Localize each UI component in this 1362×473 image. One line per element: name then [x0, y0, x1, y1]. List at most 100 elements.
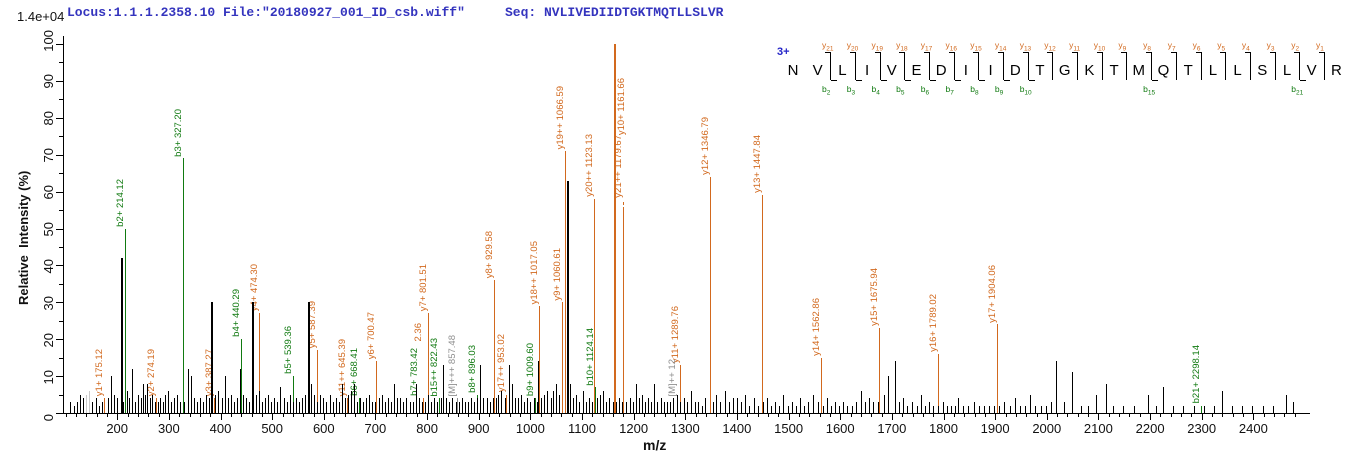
spectrum-peak [666, 401, 668, 413]
spectrum-peak [907, 405, 909, 413]
spectrum-peak [530, 401, 532, 413]
spectrum-peak [381, 394, 383, 413]
x-major-tick [1098, 414, 1100, 420]
spectrum-peak [687, 401, 689, 413]
x-minor-tick [1067, 414, 1069, 417]
spectrum-peak [237, 398, 238, 413]
spectrum-peak [1080, 405, 1082, 413]
x-minor-tick [354, 414, 356, 417]
x-minor-tick [1139, 414, 1141, 417]
b-ion-label-b8: b8 [970, 84, 979, 97]
spectrum-peak [873, 401, 875, 413]
spectrum-peak [691, 390, 692, 413]
spectrum-peak [1172, 405, 1174, 413]
labeled-peak-y11++ [347, 398, 349, 413]
y-ion-label-y21: y21 [822, 40, 834, 53]
spectrum-peak [428, 394, 430, 413]
y-ion-label-y10: y10 [1093, 40, 1106, 53]
spectrum-peak [418, 398, 420, 413]
spectrum-peak [712, 401, 714, 413]
peak-label: y13+ 1447.84 [751, 135, 763, 194]
spectrum-peak [277, 401, 279, 413]
spectrum-peak [536, 401, 538, 413]
x-minor-tick [984, 414, 986, 417]
x-minor-tick [561, 414, 563, 417]
spectrum-peak [1025, 405, 1027, 413]
y-ion-label-y5: y5 [1217, 40, 1226, 53]
fragment-cut-mark [1269, 52, 1283, 80]
spectrum-peak [255, 394, 257, 413]
y-ion-label-y2: y2 [1291, 40, 1300, 53]
x-minor-tick [1119, 414, 1121, 417]
spectrum-peak [329, 394, 331, 413]
spectrum-peak [736, 398, 738, 413]
spectrum-peak [556, 383, 558, 413]
spectrum-peak [135, 401, 137, 413]
y-minor-tick [59, 246, 63, 248]
spectrum-peak [227, 398, 229, 413]
spectrum-peak [860, 390, 862, 413]
spectrum-peak [1231, 405, 1233, 413]
b-ion-label-b7: b7 [945, 84, 954, 97]
spectrum-peak [147, 383, 149, 413]
peak-label: y15+ 1675.94 [869, 268, 881, 327]
x-minor-tick [809, 414, 811, 417]
spectrum-peak [929, 401, 930, 413]
spectrum-peak [455, 401, 457, 413]
y-ion-label-y1: y1 [1316, 40, 1324, 53]
x-major-tick [840, 414, 842, 420]
spectrum-peak [70, 401, 72, 413]
spectrum-peak [1242, 405, 1243, 413]
x-minor-tick [499, 414, 501, 417]
residue-letter: D [935, 62, 947, 79]
x-minor-tick [106, 414, 108, 417]
spectrum-peak [830, 405, 832, 413]
spectrum-peak [757, 405, 759, 413]
spectrum-peak [461, 398, 463, 413]
spectrum-peak [983, 405, 985, 413]
x-minor-tick [1160, 414, 1162, 417]
labeled-peak-y9+ [561, 302, 563, 413]
b-ion-label-b21: b21 [1291, 84, 1304, 97]
x-tick-label: 2300 [1187, 421, 1217, 436]
spectrum-peak [406, 398, 408, 413]
peak-label: y21++ 1179.67 [613, 135, 625, 199]
spectrum-peak [1035, 405, 1037, 413]
x-major-tick [1201, 414, 1203, 420]
y-axis-line [63, 36, 64, 414]
peak-label: b21+ 2298.14 [1190, 345, 1202, 404]
residue-letter: T [1035, 62, 1045, 79]
spectrum-peak [609, 398, 611, 413]
fragment-cut-mark [923, 52, 937, 81]
residue-letter: V [812, 62, 823, 79]
y-minor-tick [59, 357, 63, 359]
base-peak-intensity-scale: 1.4e+04 [17, 9, 65, 24]
x-minor-tick [334, 414, 336, 417]
x-minor-tick [65, 414, 67, 417]
y-minor-tick [59, 210, 63, 212]
spectrum-peak [280, 387, 282, 413]
spectrum-peak [654, 383, 656, 413]
x-minor-tick [1015, 414, 1017, 417]
x-minor-tick [396, 414, 398, 417]
y-minor-tick [59, 99, 63, 101]
spectrum-peak [591, 401, 593, 413]
spectrum-peak [369, 394, 371, 413]
spectrum-peak [771, 405, 772, 413]
peak-label: y7+ 801.51 [417, 264, 429, 312]
spectrum-peak [1009, 405, 1011, 413]
fragment-cut-mark [1072, 52, 1085, 80]
spectrum-peak [694, 401, 696, 413]
spectrum-peak [211, 302, 214, 413]
spectrum-peak [341, 383, 343, 413]
x-minor-tick [829, 414, 831, 417]
x-major-tick [736, 414, 738, 420]
spectrum-peak [345, 398, 346, 413]
spectrum-peak [732, 398, 734, 413]
x-tick-label: 600 [312, 421, 335, 436]
spectrum-peak [632, 401, 634, 413]
spectrum-peak [660, 398, 662, 413]
x-minor-tick [602, 414, 604, 417]
spectrum-peak [676, 394, 678, 413]
spectrum-peak [1014, 398, 1016, 413]
